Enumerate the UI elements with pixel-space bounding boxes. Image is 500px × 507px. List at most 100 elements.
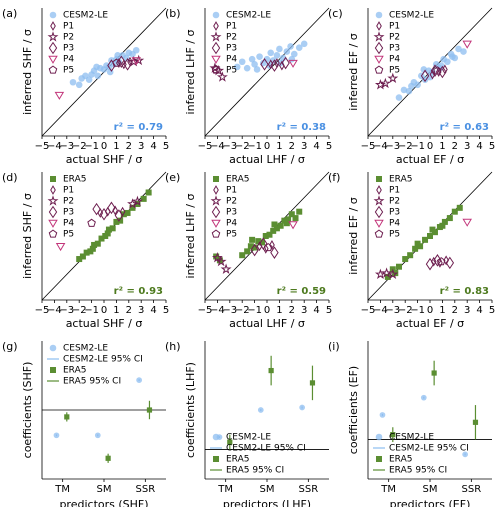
point	[408, 82, 415, 90]
point	[256, 53, 263, 60]
x-axis-label: predictors (LHF)	[223, 498, 311, 507]
legend-marker	[374, 229, 384, 238]
point	[462, 40, 472, 49]
legend-marker	[211, 41, 221, 55]
point	[54, 91, 65, 100]
x-tick-label: 4	[476, 141, 482, 152]
point	[270, 59, 279, 72]
point	[249, 236, 256, 243]
x-tick-label: 4	[313, 305, 319, 316]
legend-marker	[48, 205, 58, 219]
point	[433, 66, 442, 75]
legend-marker	[211, 55, 221, 64]
panel-label: (d)	[2, 171, 18, 184]
legend-label: CESM2-LE	[226, 433, 271, 443]
legend-label: CESM2-LE	[63, 11, 108, 21]
legend-marker	[374, 219, 384, 228]
x-tick-label: 5	[163, 141, 169, 152]
legend-label: ERA5 95% CI	[63, 377, 121, 387]
point	[460, 48, 467, 55]
x-tick-label: 3	[301, 305, 307, 316]
point	[379, 77, 391, 89]
legend-marker	[48, 229, 58, 238]
point	[220, 263, 232, 274]
point	[117, 55, 126, 69]
x-axis-label: predictors (EF)	[390, 498, 471, 507]
x-tick-label: −3	[59, 141, 74, 152]
point	[431, 370, 437, 376]
legend-label: P5	[63, 230, 74, 240]
y-axis-label: inferred EF / σ	[347, 197, 360, 275]
x-tick-label: −3	[385, 305, 400, 316]
x-tick-label: SSR	[462, 484, 482, 495]
point	[374, 268, 386, 280]
x-tick-label: 2	[452, 305, 458, 316]
x-tick-label: 5	[326, 305, 332, 316]
point	[53, 432, 60, 439]
x-tick-label: −4	[210, 305, 225, 316]
x-tick-label: 1	[113, 141, 119, 152]
x-axis-label: actual SHF / σ	[66, 317, 143, 330]
legend-marker	[49, 344, 57, 352]
point	[276, 45, 283, 53]
point	[260, 58, 269, 71]
legend-label: P4	[389, 219, 400, 229]
x-tick-label: 4	[150, 305, 156, 316]
legend-label: ERA5	[389, 175, 412, 185]
legend-label: P2	[63, 197, 74, 207]
point	[407, 252, 414, 259]
legend-marker	[210, 195, 222, 206]
x-tick-label: 1	[113, 305, 119, 316]
legend-marker	[50, 176, 56, 182]
panel-label: (g)	[2, 340, 18, 353]
x-axis-label: predictors (SHF)	[59, 498, 148, 507]
x-tick-label: −1	[247, 305, 262, 316]
point	[114, 52, 121, 59]
x-tick-label: 2	[126, 305, 132, 316]
point	[405, 87, 413, 95]
x-tick-label: −4	[373, 141, 388, 152]
x-tick-label: 4	[150, 141, 156, 152]
point	[309, 380, 316, 386]
point	[85, 76, 93, 83]
legend-label: P1	[63, 22, 74, 32]
point	[387, 268, 399, 280]
point	[439, 222, 446, 229]
x-tick-label: −5	[361, 141, 376, 152]
legend-label: CESM2-LE	[389, 11, 434, 21]
x-tick-label: 3	[301, 141, 307, 152]
x-tick-label: 2	[126, 141, 132, 152]
legend-marker	[374, 205, 384, 219]
point	[414, 81, 421, 89]
legend-label: P2	[226, 197, 237, 207]
legend-marker	[213, 21, 219, 31]
x-tick-label: −1	[84, 141, 99, 152]
legend-marker	[48, 55, 58, 64]
legend-marker	[211, 229, 221, 238]
point	[87, 218, 96, 227]
point	[462, 218, 472, 227]
x-tick-label: 3	[138, 305, 144, 316]
x-tick-label: SSR	[136, 484, 156, 495]
legend-marker	[373, 195, 385, 206]
legend-label: ERA5	[63, 366, 86, 376]
point	[430, 64, 440, 78]
point	[215, 255, 227, 267]
x-tick-label: 1	[276, 141, 282, 152]
x-tick-label: 0	[264, 305, 270, 316]
point	[300, 40, 308, 48]
x-tick-label: 4	[476, 305, 482, 316]
point	[420, 394, 427, 401]
point	[281, 56, 290, 70]
y-axis-label: coefficients (SHF)	[21, 362, 34, 459]
legend-marker	[47, 195, 59, 206]
point	[414, 240, 421, 247]
point	[140, 195, 147, 202]
legend-label: P5	[389, 230, 400, 240]
point	[437, 257, 443, 268]
x-tick-label: 2	[289, 141, 295, 152]
x-tick-label: −1	[410, 305, 425, 316]
x-tick-label: −2	[235, 141, 250, 152]
x-tick-label: −4	[47, 305, 62, 316]
legend-label: P4	[226, 55, 237, 65]
